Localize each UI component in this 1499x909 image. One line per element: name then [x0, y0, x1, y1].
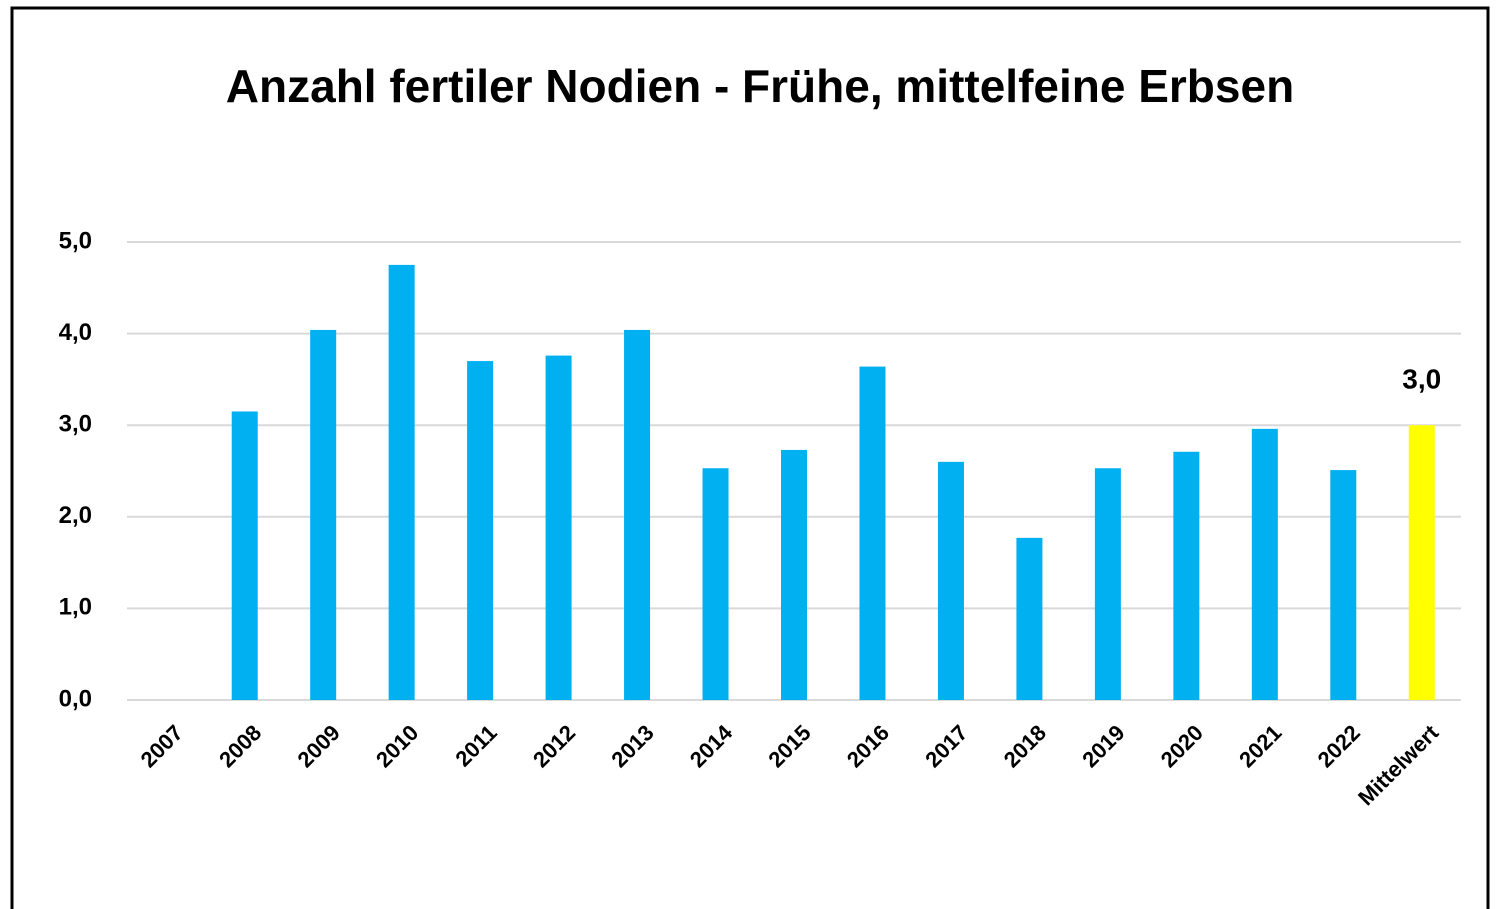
- bar: [702, 468, 729, 700]
- y-tick-label: 4,0: [59, 319, 92, 346]
- bar: [937, 461, 964, 700]
- bar: [1408, 425, 1435, 700]
- data-label: 3,0: [1402, 364, 1441, 395]
- y-tick-label: 0,0: [59, 685, 92, 712]
- bar: [1094, 468, 1121, 700]
- y-tick-label: 5,0: [59, 227, 92, 254]
- bar: [545, 355, 572, 700]
- bar: [467, 361, 494, 700]
- bar: [1016, 537, 1043, 700]
- bar: [859, 366, 886, 700]
- bar: [231, 411, 258, 700]
- bar: [624, 329, 651, 700]
- bar: [310, 329, 337, 700]
- bar: [1173, 451, 1200, 700]
- bar: [1330, 470, 1357, 700]
- bar: [781, 449, 807, 700]
- bar: [1251, 428, 1278, 700]
- y-tick-label: 2,0: [59, 502, 92, 529]
- bar: [388, 264, 415, 700]
- y-tick-label: 3,0: [59, 411, 92, 438]
- frame: [10, 6, 1490, 909]
- y-tick-label: 1,0: [59, 594, 92, 621]
- chart-title: Anzahl fertiler Nodien - Frühe, mittelfe…: [225, 60, 1295, 112]
